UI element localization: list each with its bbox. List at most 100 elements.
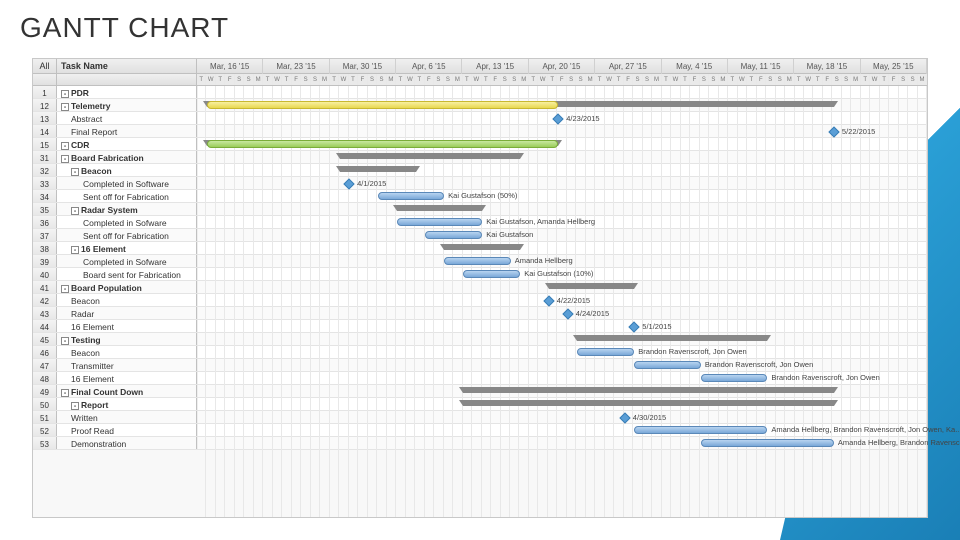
- header-id[interactable]: All: [33, 59, 57, 73]
- day-header: S: [235, 74, 244, 85]
- milestone-label: 4/1/2015: [357, 179, 386, 189]
- milestone[interactable]: [629, 321, 640, 332]
- summary-bar[interactable]: [463, 400, 834, 406]
- week-header: Mar, 30 '15: [330, 59, 396, 74]
- collapse-icon[interactable]: -: [61, 389, 69, 397]
- day-header: T: [482, 74, 491, 85]
- day-header: M: [785, 74, 794, 85]
- row-id: 43: [33, 307, 57, 319]
- collapse-icon[interactable]: -: [61, 155, 69, 163]
- milestone[interactable]: [619, 412, 630, 423]
- day-header: M: [652, 74, 661, 85]
- summary-bar[interactable]: [397, 205, 483, 211]
- day-header: S: [444, 74, 453, 85]
- row-id: 33: [33, 177, 57, 189]
- bar-label: Kai Gustafson: [486, 230, 533, 240]
- task-bar[interactable]: [577, 348, 634, 356]
- task-name: -Beacon: [57, 164, 197, 176]
- day-header: S: [908, 74, 917, 85]
- day-header: M: [586, 74, 595, 85]
- day-header: S: [766, 74, 775, 85]
- day-header: M: [918, 74, 927, 85]
- row-id: 12: [33, 99, 57, 111]
- task-name: Proof Read: [57, 424, 197, 436]
- day-header: S: [842, 74, 851, 85]
- task-name: -CDR: [57, 138, 197, 150]
- day-header: S: [377, 74, 386, 85]
- day-header: T: [396, 74, 405, 85]
- collapse-icon[interactable]: -: [61, 103, 69, 111]
- day-header: W: [273, 74, 282, 85]
- day-header: T: [595, 74, 604, 85]
- day-header: S: [434, 74, 443, 85]
- day-header: S: [700, 74, 709, 85]
- day-header: T: [880, 74, 889, 85]
- day-header: W: [538, 74, 547, 85]
- milestone[interactable]: [543, 295, 554, 306]
- collapse-icon[interactable]: -: [71, 207, 79, 215]
- header-taskname[interactable]: Task Name: [57, 59, 197, 73]
- header-row-2: TWTFSSMTWTFSSMTWTFSSMTWTFSSMTWTFSSMTWTFS…: [33, 74, 927, 86]
- milestone[interactable]: [343, 178, 354, 189]
- week-header: May, 11 '15: [728, 59, 794, 74]
- collapse-icon[interactable]: -: [61, 285, 69, 293]
- task-name: Beacon: [57, 294, 197, 306]
- task-bar[interactable]: [701, 439, 834, 447]
- collapse-icon[interactable]: -: [71, 246, 79, 254]
- day-header: W: [804, 74, 813, 85]
- milestone[interactable]: [562, 308, 573, 319]
- summary-bar[interactable]: [463, 387, 834, 393]
- task-bar[interactable]: [463, 270, 520, 278]
- task-bar[interactable]: [444, 257, 511, 265]
- collapse-icon[interactable]: -: [61, 337, 69, 345]
- bar-label: Kai Gustafson (10%): [524, 269, 593, 279]
- summary-bar[interactable]: [577, 335, 767, 341]
- summary-bar[interactable]: [340, 153, 521, 159]
- day-header: T: [681, 74, 690, 85]
- day-header: S: [643, 74, 652, 85]
- task-name: Sent off for Fabrication: [57, 229, 197, 241]
- day-header: T: [747, 74, 756, 85]
- day-header: S: [510, 74, 519, 85]
- day-header: T: [330, 74, 339, 85]
- day-header: S: [633, 74, 642, 85]
- task-name: Radar: [57, 307, 197, 319]
- task-bar[interactable]: [634, 361, 701, 369]
- collapse-icon[interactable]: -: [71, 168, 79, 176]
- day-header: W: [605, 74, 614, 85]
- collapse-icon[interactable]: -: [61, 90, 69, 98]
- bar-label: Kai Gustafson (50%): [448, 191, 517, 201]
- task-bar[interactable]: [207, 140, 559, 148]
- task-name: -Board Fabrication: [57, 151, 197, 163]
- row-id: 53: [33, 437, 57, 449]
- task-bar[interactable]: [634, 426, 767, 434]
- task-bar[interactable]: [378, 192, 445, 200]
- day-header: F: [757, 74, 766, 85]
- milestone-label: 5/1/2015: [642, 322, 671, 332]
- task-name: Beacon: [57, 346, 197, 358]
- task-name: -Final Count Down: [57, 385, 197, 397]
- collapse-icon[interactable]: -: [61, 142, 69, 150]
- row-id: 32: [33, 164, 57, 176]
- task-bar[interactable]: [425, 231, 482, 239]
- day-header: S: [832, 74, 841, 85]
- task-bar[interactable]: [701, 374, 768, 382]
- day-header: S: [567, 74, 576, 85]
- milestone[interactable]: [553, 113, 564, 124]
- day-header: W: [870, 74, 879, 85]
- day-header: S: [368, 74, 377, 85]
- row-id: 1: [33, 86, 57, 98]
- task-name: -Radar System: [57, 203, 197, 215]
- day-header: S: [501, 74, 510, 85]
- collapse-icon[interactable]: -: [71, 402, 79, 410]
- milestone[interactable]: [828, 126, 839, 137]
- task-name: -PDR: [57, 86, 197, 98]
- day-header: M: [387, 74, 396, 85]
- task-name: -Report: [57, 398, 197, 410]
- row-id: 40: [33, 268, 57, 280]
- task-bar[interactable]: [397, 218, 483, 226]
- summary-bar[interactable]: [549, 283, 635, 289]
- summary-bar[interactable]: [444, 244, 520, 250]
- task-bar[interactable]: [207, 101, 559, 109]
- summary-bar[interactable]: [340, 166, 416, 172]
